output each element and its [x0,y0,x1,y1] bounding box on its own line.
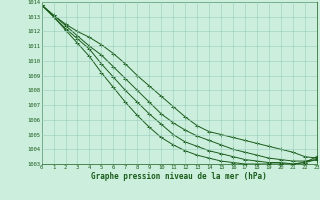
X-axis label: Graphe pression niveau de la mer (hPa): Graphe pression niveau de la mer (hPa) [91,172,267,181]
